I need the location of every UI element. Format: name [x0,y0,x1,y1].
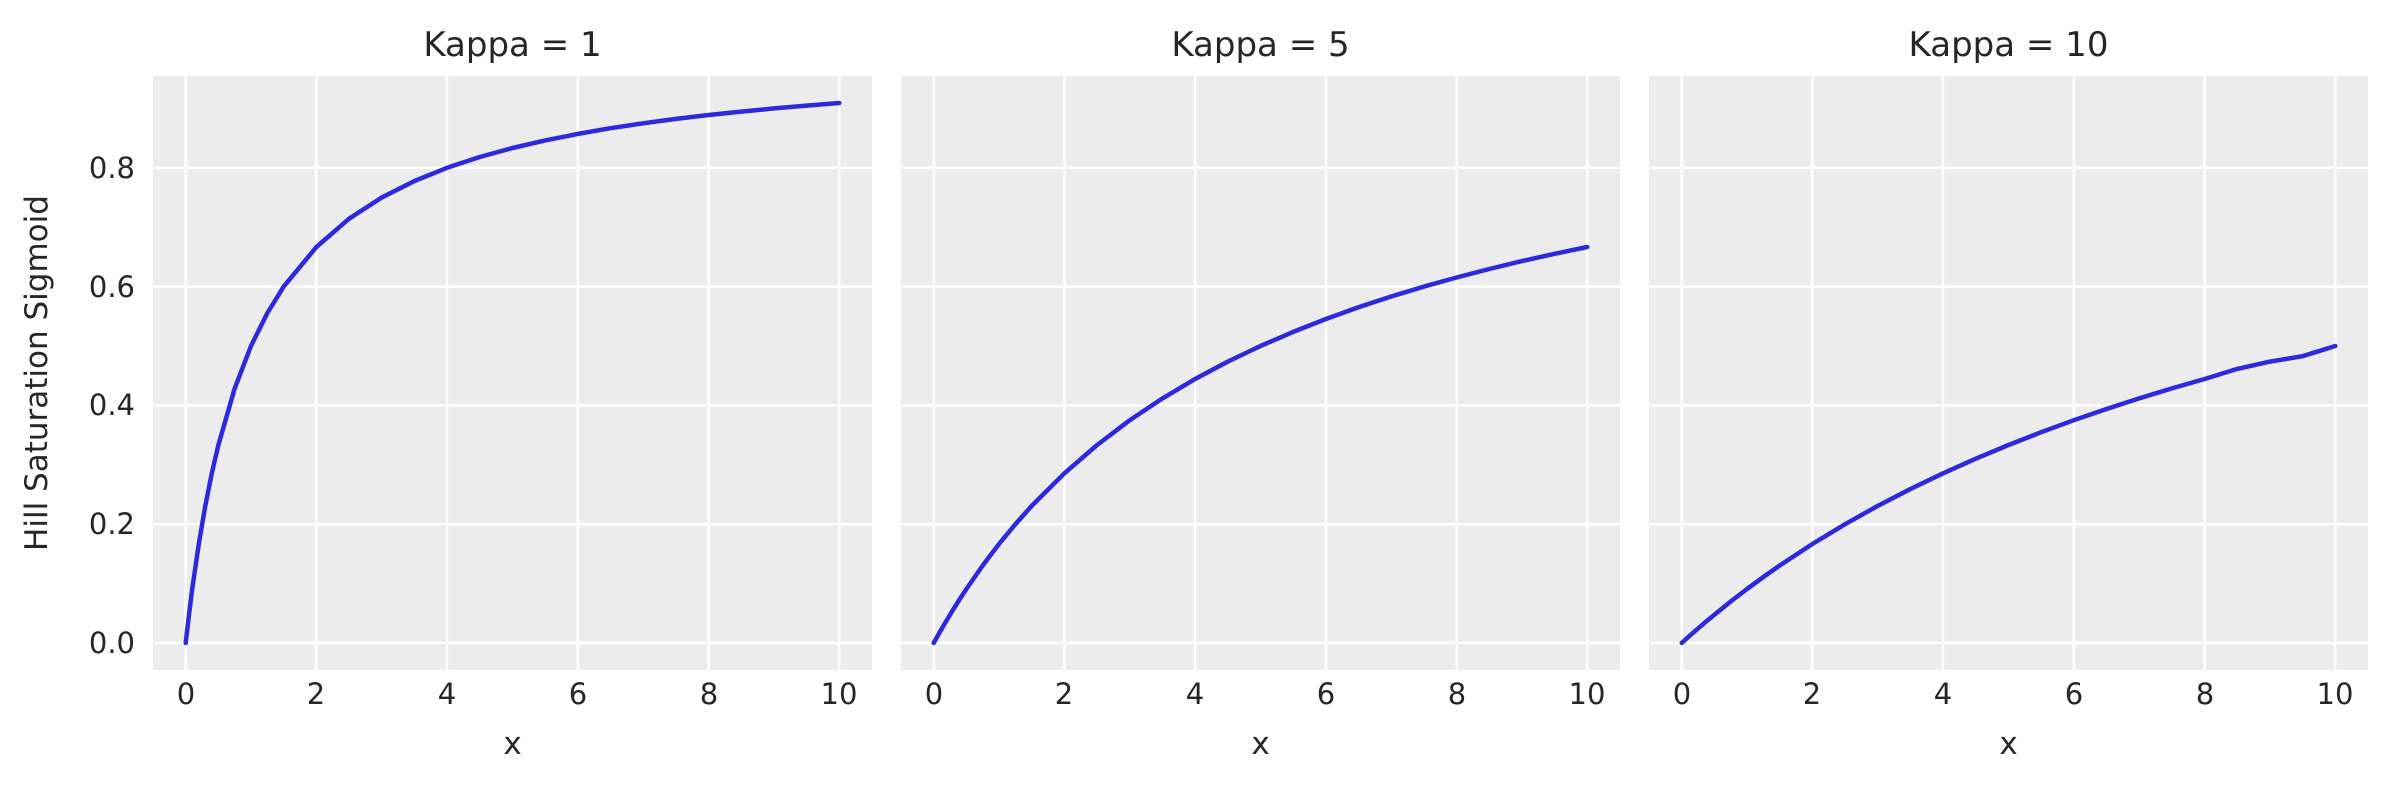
x-tick-label: 0 [1672,677,1692,711]
x-tick-label: 2 [1054,677,1074,711]
subplot-title: Kappa = 1 [423,25,602,65]
x-tick-label: 4 [1185,677,1205,711]
x-tick-label: 6 [568,677,588,711]
x-tick-label: 8 [1447,677,1467,711]
subplot-title: Kappa = 10 [1908,25,2109,65]
x-tick-label: 10 [820,677,858,711]
y-tick-label: 0.8 [88,151,135,185]
y-tick-label: 0.4 [88,388,135,422]
x-tick-label: 2 [306,677,326,711]
x-tick-label: 6 [2064,677,2084,711]
y-tick-label: 0.2 [88,507,135,541]
axes-background [901,76,1620,670]
plot-area [1649,76,2368,670]
x-tick-label: 4 [1933,677,1953,711]
plot-area [901,76,1620,670]
axes-background [153,76,872,670]
x-tick-label: 2 [1802,677,1822,711]
x-tick-label: 10 [1568,677,1606,711]
x-axis-label: x [1999,726,2018,762]
y-axis-label: Hill Saturation Sigmoid [19,195,55,551]
x-tick-label: 4 [437,677,457,711]
x-tick-labels: 0 2 4 6 8 10 [153,676,872,714]
hill-curve [1679,343,2338,646]
x-tick-labels: 0 2 4 6 8 10 [901,676,1620,714]
subplot-kappa-5: Kappa = 5 0 2 4 6 8 10 x [901,0,1620,800]
subplot-kappa-1: Kappa = 1 0.0 0.2 0.4 0.6 0.8 0 2 4 6 8 10 x [89,0,872,800]
x-axis-label: x [1251,726,1270,762]
x-tick-label: 8 [699,677,719,711]
x-tick-labels: 0 2 4 6 8 10 [1649,676,2368,714]
plot-area [153,76,872,670]
x-tick-label: 6 [1316,677,1336,711]
subplot-kappa-10: Kappa = 10 0 2 4 6 8 10 x [1649,0,2368,800]
hill-curve [931,244,1590,646]
y-tick-label: 0.6 [88,270,135,304]
y-tick-label: 0.0 [88,626,135,660]
x-tick-label: 0 [924,677,944,711]
x-tick-label: 8 [2195,677,2215,711]
x-tick-label: 10 [2316,677,2354,711]
subplot-title: Kappa = 5 [1171,25,1350,65]
y-tick-labels: 0.0 0.2 0.4 0.6 0.8 [55,76,135,670]
x-axis-label: x [503,726,522,762]
hill-curve [183,100,842,646]
x-tick-label: 0 [176,677,196,711]
